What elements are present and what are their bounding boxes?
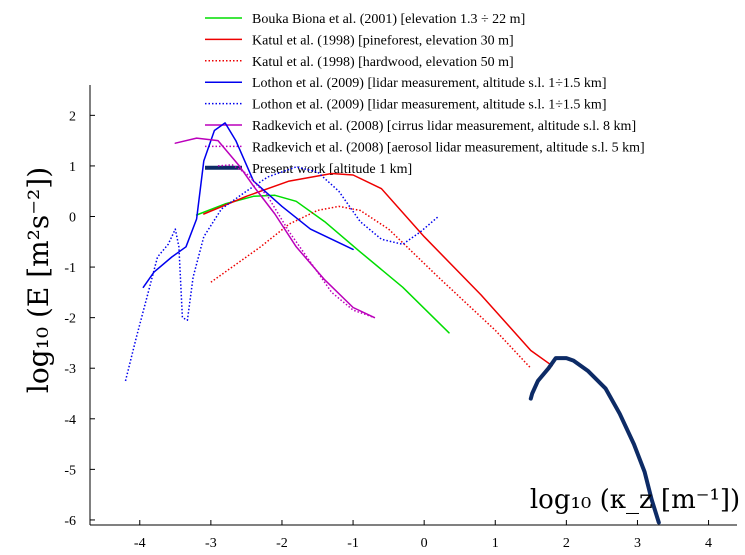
x-tick-label: -4 [134,536,146,551]
y-tick-label: 1 [69,160,76,175]
legend-entry-3: Katul et al. (1998) [hardwood, elevation… [252,55,514,70]
y-tick-label: -5 [64,463,76,478]
series-line-7 [217,164,375,319]
series-line-1 [195,194,450,334]
y-tick-labels: 2 1 0 -1 -2 -3 -4 -5 -6 [64,109,76,529]
legend-entry-2: Katul et al. (1998) [pineforest, elevati… [252,33,514,48]
y-tick-label: 0 [69,210,76,225]
y-tick-label: -6 [64,514,76,529]
legend-entry-8: Present work [altitude 1 km] [252,162,412,177]
series-line-5 [124,166,439,382]
legend-entry-4: Lothon et al. (2009) [lidar measurement,… [252,76,606,91]
x-tick-label: 3 [634,536,641,551]
axes [89,85,737,526]
y-tick-label: -3 [64,362,76,377]
x-tick-labels: -4 -3 -2 -1 0 1 2 3 4 [134,536,712,551]
y-tick-label: -1 [64,261,76,276]
legend-entry-6: Radkevich et al. (2008) [cirrus lidar me… [252,119,636,134]
series-line-8 [528,356,661,525]
legend-entry-7: Radkevich et al. (2008) [aerosol lidar m… [252,140,645,155]
y-axis-label: log₁₀ (E [m²s⁻²]) [22,167,55,393]
series-line-3 [210,205,532,369]
x-tick-label: 2 [563,536,570,551]
x-tick-label: -2 [276,536,288,551]
x-axis-label: log₁₀ (κ_z [m⁻¹]) [530,485,740,515]
series-line-2 [203,172,553,367]
legend: Bouka Biona et al. (2001) [elevation 1.3… [205,12,645,177]
legend-entry-1: Bouka Biona et al. (2001) [elevation 1.3… [252,12,525,27]
y-tick-label: 2 [69,109,76,124]
x-tick-label: -3 [205,536,217,551]
x-tick-label: 4 [705,536,712,551]
axis-labels: log₁₀ (κ_z [m⁻¹]) log₁₀ (E [m²s⁻²]) [22,167,740,515]
x-tick-label: 0 [421,536,428,551]
x-tick-label: -1 [347,536,359,551]
series-line-4 [142,122,354,289]
x-tick-label: 1 [492,536,499,551]
legend-entry-5: Lothon et al. (2009) [lidar measurement,… [252,98,606,113]
y-tick-label: -4 [64,413,76,428]
series-layer [124,122,661,525]
y-tick-label: -2 [64,312,76,327]
series-line-6 [174,137,376,319]
